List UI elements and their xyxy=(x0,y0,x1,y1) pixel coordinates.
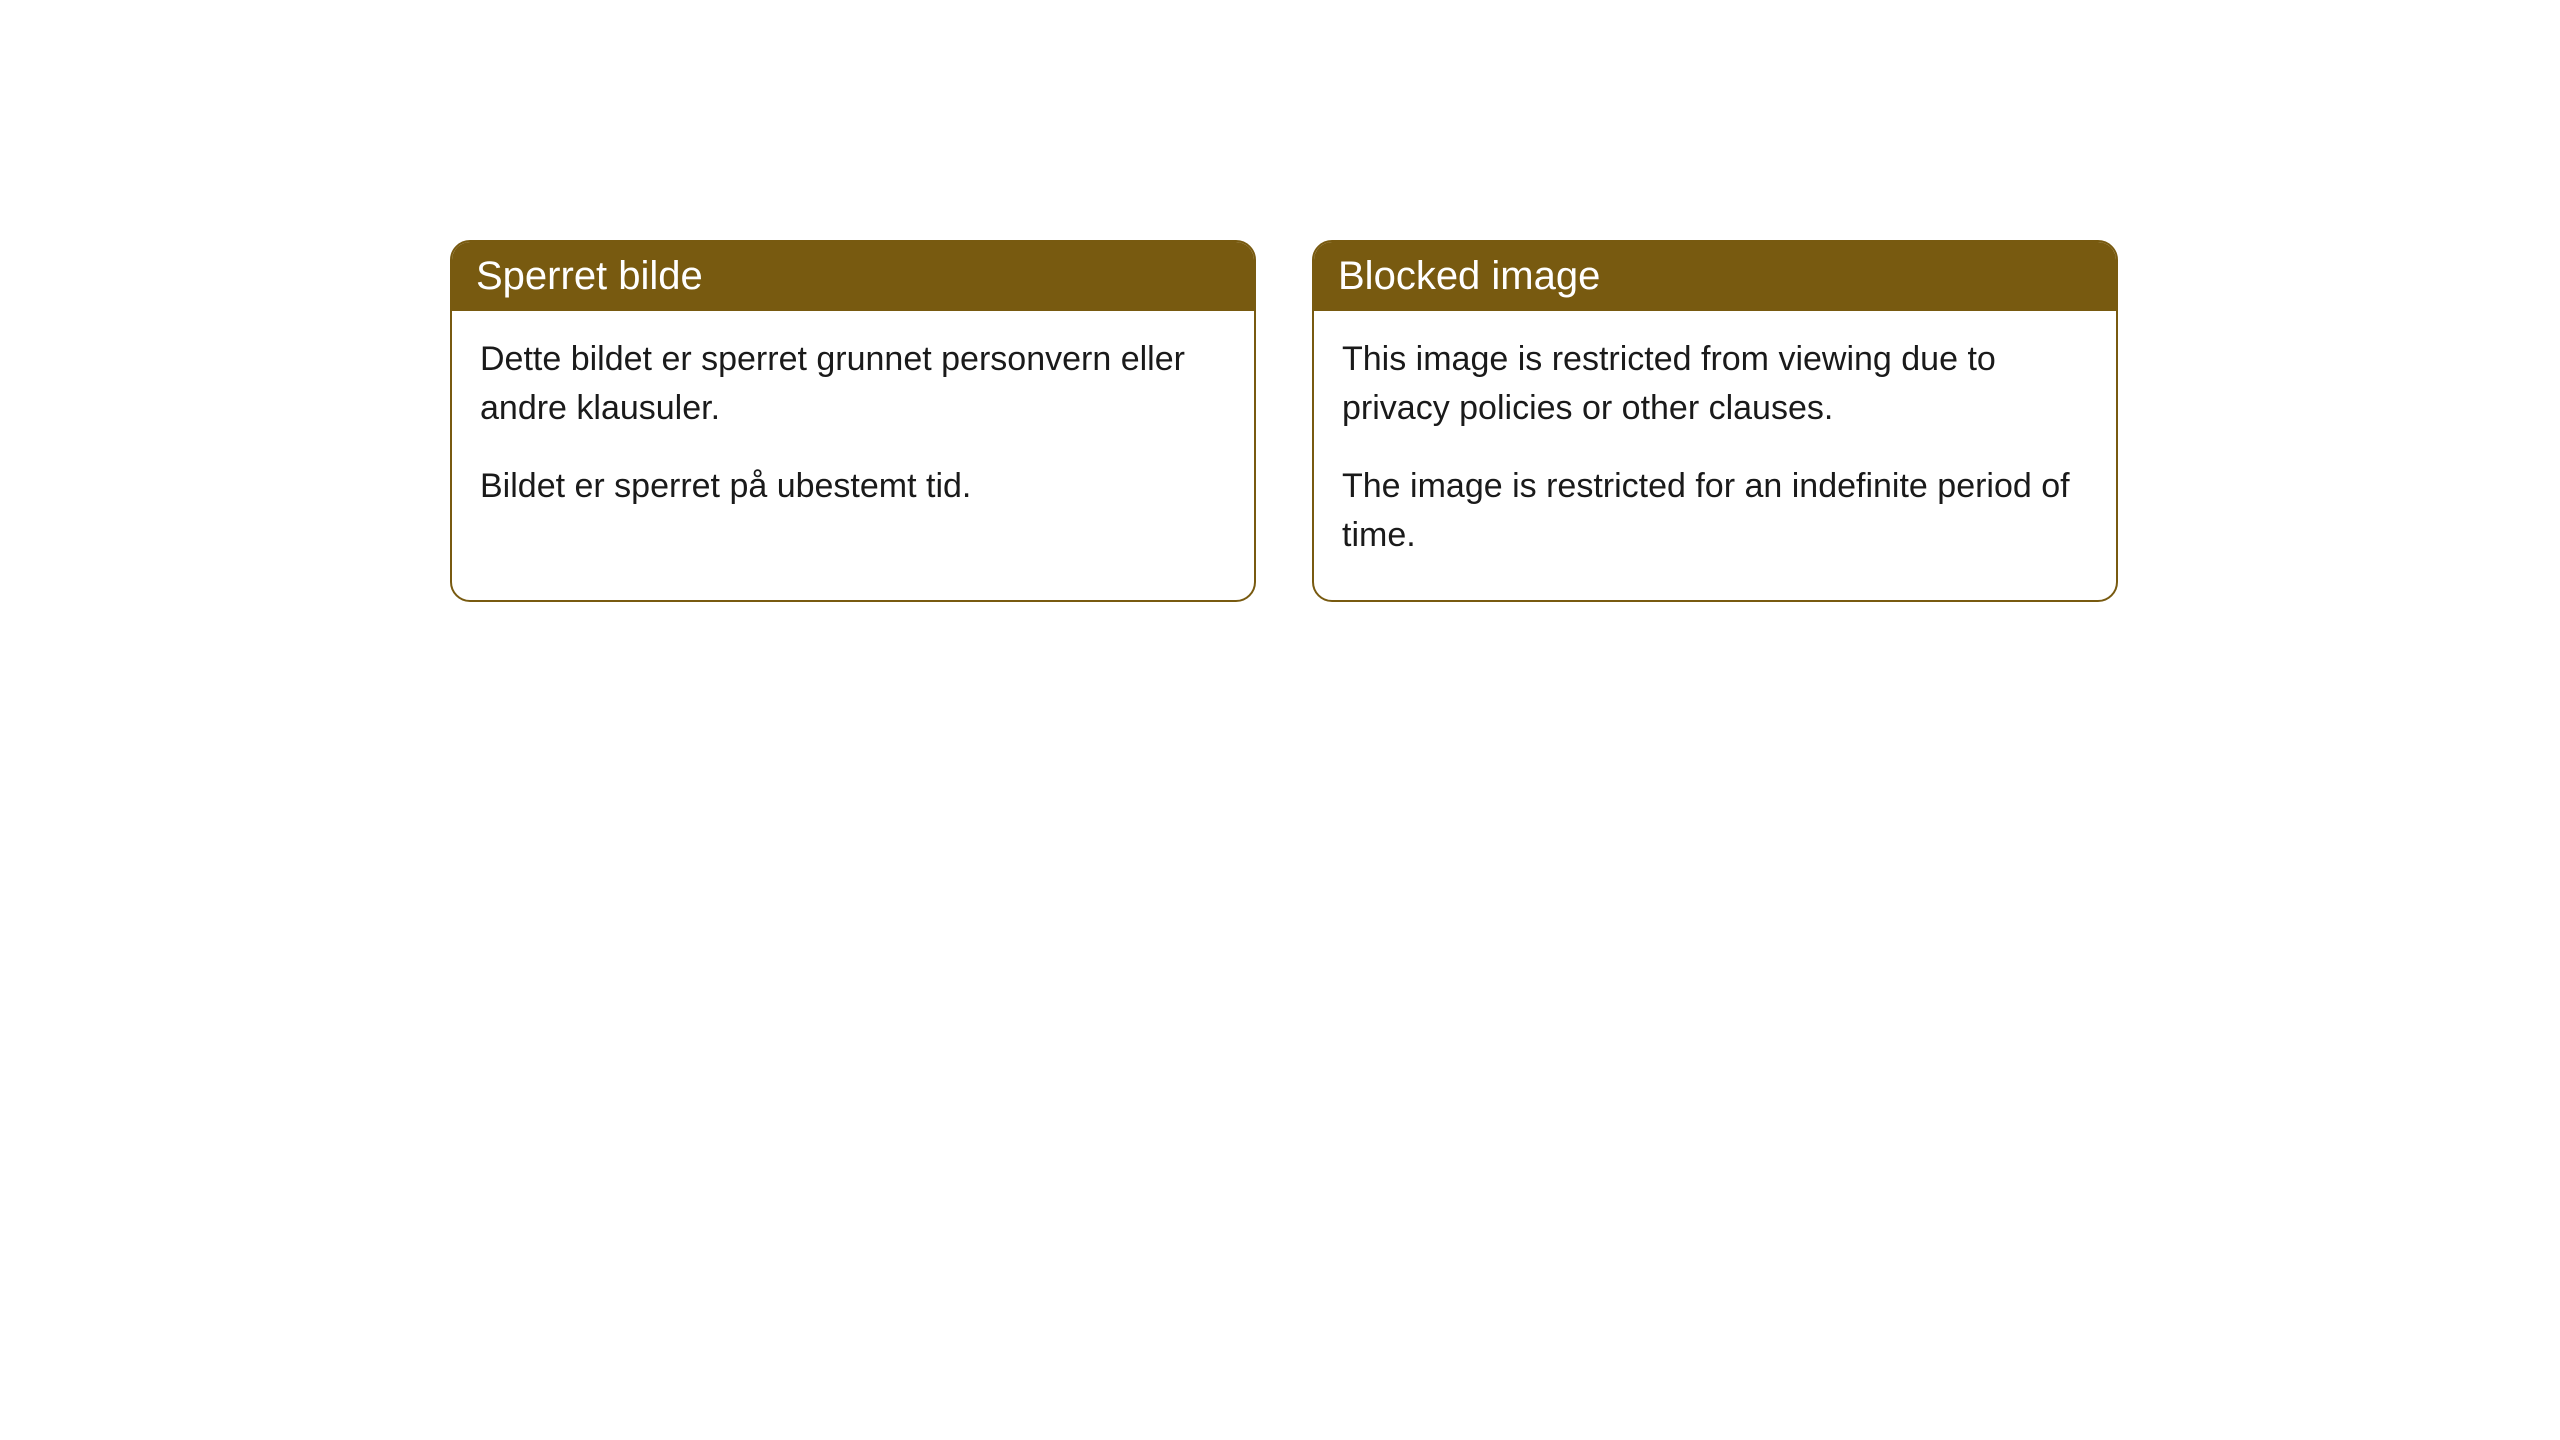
card-norwegian: Sperret bilde Dette bildet er sperret gr… xyxy=(450,240,1256,602)
card-title-english: Blocked image xyxy=(1338,254,1600,298)
card-title-norwegian: Sperret bilde xyxy=(476,254,703,298)
card-paragraph-2-english: The image is restricted for an indefinit… xyxy=(1342,462,2088,561)
card-header-english: Blocked image xyxy=(1314,242,2116,311)
card-english: Blocked image This image is restricted f… xyxy=(1312,240,2118,602)
card-body-english: This image is restricted from viewing du… xyxy=(1314,311,2116,600)
card-body-norwegian: Dette bildet er sperret grunnet personve… xyxy=(452,311,1254,551)
cards-container: Sperret bilde Dette bildet er sperret gr… xyxy=(450,240,2560,602)
card-header-norwegian: Sperret bilde xyxy=(452,242,1254,311)
card-paragraph-1-english: This image is restricted from viewing du… xyxy=(1342,335,2088,434)
card-paragraph-2-norwegian: Bildet er sperret på ubestemt tid. xyxy=(480,462,1226,511)
card-paragraph-1-norwegian: Dette bildet er sperret grunnet personve… xyxy=(480,335,1226,434)
